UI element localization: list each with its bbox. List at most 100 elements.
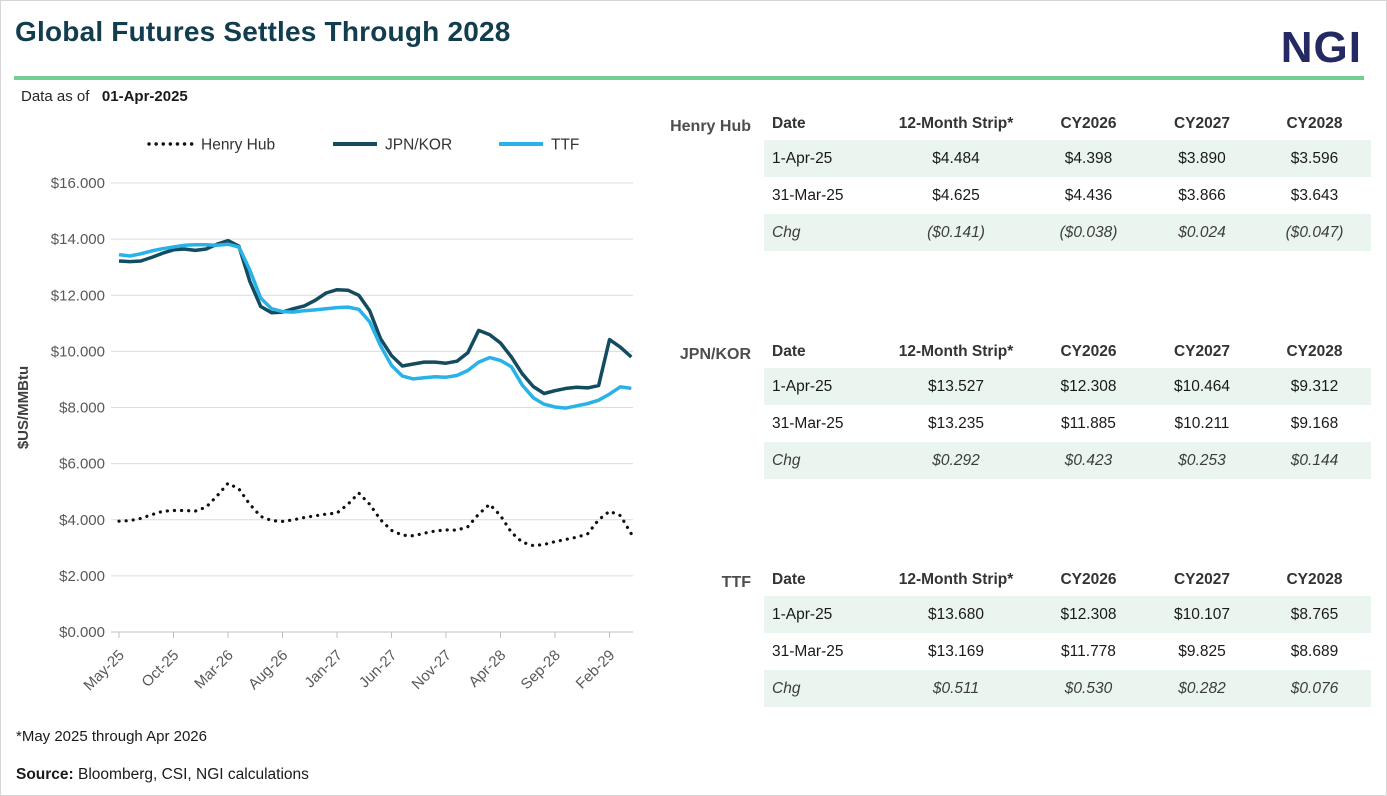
source-line: Source: Bloomberg, CSI, NGI calculations [16,766,309,784]
table-row: Chg $0.292 $0.423 $0.253 $0.144 [764,442,1371,479]
jpn-kor-table-block: JPN/KOR Date 12-Month Strip* CY2026 CY2027 C… [656,341,1371,491]
x-tick-label: Nov-27 [409,647,455,693]
table-label-jpn-kor: JPN/KOR [679,346,751,363]
table-cell: $0.144 [1290,451,1339,469]
table-cell: ($0.141) [927,223,985,241]
table-cell: Chg [772,451,801,469]
y-axis-label: $US/MMBtu [15,366,32,449]
column-header: CY2028 [1286,571,1343,588]
y-tick-label: $8.000 [59,400,105,417]
y-tick-label: $16.000 [51,175,105,192]
y-tick-label: $4.000 [59,512,105,529]
table-cell: $8.689 [1290,642,1339,660]
x-tick-label: Jan-27 [301,647,345,691]
column-header: 12-Month Strip* [898,115,1014,132]
henry-hub-line [117,481,633,548]
table-header-row: Date 12-Month Strip* CY2026 CY2027 CY2028 [764,569,1371,596]
table-cell: $13.527 [927,377,985,395]
ttf-table: Date 12-Month Strip* CY2026 CY2027 CY2028 1-A… [764,569,1371,707]
source-label: Source: [16,766,74,783]
table-cell: $0.423 [1064,451,1113,469]
column-header: 12-Month Strip* [898,571,1014,588]
table-cell: $10.464 [1173,377,1231,395]
y-tick-label: $0.000 [59,624,105,641]
page-title: Global Futures Settles Through 2028 [15,16,511,47]
legend-label: JPN/KOR [385,137,452,154]
table-cell: $13.235 [927,414,985,432]
data-as-of-value: 01-Apr-2025 [101,88,188,105]
table-row: 31-Mar-25 $4.625 $4.436 $3.866 $3.643 [764,177,1371,214]
table-cell: $10.107 [1173,605,1231,623]
x-tick-label: May-25 [80,647,127,694]
table-cell: $3.596 [1290,149,1339,167]
x-tick-label: Aug-26 [245,647,291,693]
table-cell: $3.866 [1178,186,1226,204]
table-header-row: Date 12-Month Strip* CY2026 CY2027 CY2028 [764,113,1371,140]
y-tick-label: $2.000 [59,568,105,585]
table-cell: Chg [772,679,801,697]
y-tick-label: $10.000 [51,343,105,360]
table-row: 1-Apr-25 $13.680 $12.308 $10.107 $8.765 [764,596,1371,633]
y-tick-label: $6.000 [59,456,105,473]
table-cell: $4.484 [932,149,980,167]
ngi-logo: NGI [1280,23,1362,72]
table-cell: $12.308 [1060,605,1117,623]
table-cell: 1-Apr-25 [772,605,833,623]
table-cell: ($0.038) [1059,223,1118,241]
table-cell: $10.211 [1174,414,1230,432]
column-header: Date [772,343,806,360]
table-cell: 31-Mar-25 [772,414,844,432]
table-cell: $9.825 [1178,642,1226,660]
table-cell: $0.530 [1064,679,1113,697]
table-label-henry-hub: Henry Hub [670,118,751,135]
table-cell: $11.885 [1061,414,1116,432]
x-tick-label: Mar-26 [191,647,237,693]
table-cell: Chg [772,223,801,241]
column-header: CY2027 [1173,343,1230,360]
table-label-ttf: TTF [721,574,751,591]
x-tick-label: Jun-27 [356,647,400,691]
table-cell: $3.643 [1290,186,1339,204]
strip-footnote: *May 2025 through Apr 2026 [16,728,207,745]
table-row: Chg ($0.141) ($0.038) $0.024 ($0.047) [764,214,1371,251]
table-cell: $9.312 [1290,377,1339,395]
table-cell: $12.308 [1060,377,1117,395]
x-tick-label: Sep-28 [518,647,564,693]
column-header: CY2028 [1286,343,1343,360]
y-tick-label: $12.000 [51,287,105,304]
table-row: 31-Mar-25 $13.235 $11.885 $10.211 $9.168 [764,405,1371,442]
column-header: Date [772,571,806,588]
column-header: 12-Month Strip* [898,343,1014,360]
table-cell: $4.398 [1064,149,1113,167]
table-cell: 31-Mar-25 [772,186,844,204]
table-row: 1-Apr-25 $13.527 $12.308 $10.464 $9.312 [764,368,1371,405]
henry-hub-table: Date 12-Month Strip* CY2026 CY2027 CY2028 1-A… [764,113,1371,251]
table-cell: 1-Apr-25 [772,149,833,167]
column-header: CY2026 [1060,343,1117,360]
table-cell: $0.511 [932,679,980,697]
table-row: 31-Mar-25 $13.169 $11.778 $9.825 $8.689 [764,633,1371,670]
jpn-kor-table: Date 12-Month Strip* CY2026 CY2027 CY2028 1-A… [764,341,1371,479]
y-tick-label: $14.000 [51,231,105,248]
table-cell: $9.168 [1290,414,1339,432]
column-header: CY2026 [1060,115,1117,132]
table-cell: $13.169 [927,642,985,660]
table-cell: $0.076 [1290,679,1339,697]
futures-chart-svg: $0.000 $2.000 $4.000 $6.000 $8.000 $10.000 $12… [15,137,633,694]
legend-label: TTF [551,137,579,154]
column-header: CY2027 [1173,115,1230,132]
table-cell: $0.292 [932,451,980,469]
table-row: Chg $0.511 $0.530 $0.282 $0.076 [764,670,1371,707]
table-cell: $8.765 [1290,605,1339,623]
table-cell: $13.680 [927,605,985,623]
x-tick-label: Feb-29 [573,647,619,693]
table-cell: $3.890 [1178,149,1226,167]
x-tick-label: Oct-25 [138,647,182,691]
futures-chart: $0.000 $2.000 $4.000 $6.000 $8.000 $10.000 $12… [1,111,661,711]
data-as-of: Data as of 01-Apr-2025 [21,88,188,105]
table-row: 1-Apr-25 $4.484 $4.398 $3.890 $3.596 [764,140,1371,177]
x-tick-label: Apr-28 [465,647,509,691]
table-cell: $0.024 [1178,223,1226,241]
table-cell: ($0.047) [1285,223,1344,241]
